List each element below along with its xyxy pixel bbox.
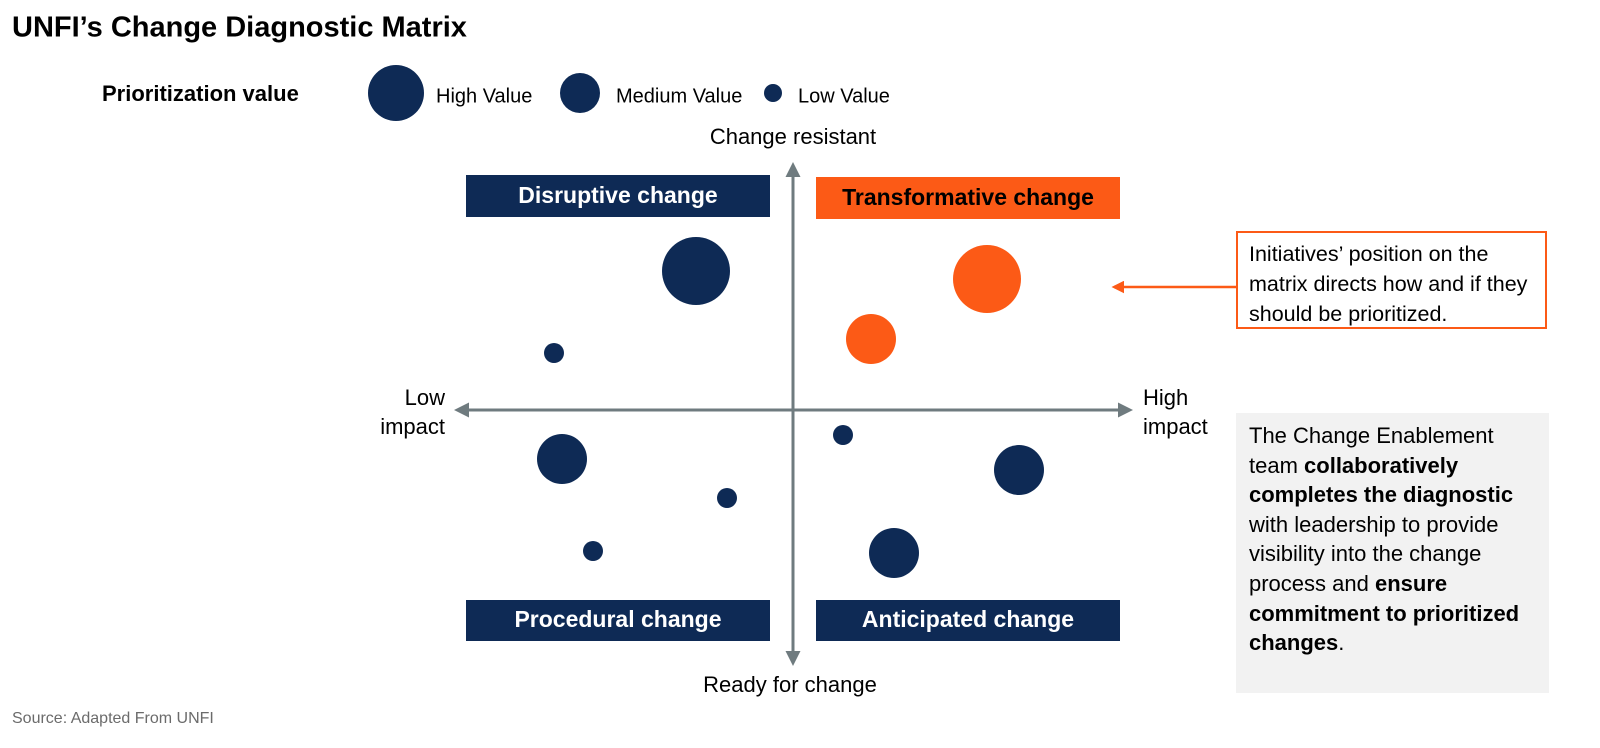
note: The Change Enablement team collaborative… <box>1236 413 1549 693</box>
quadrant-label: Disruptive change <box>518 182 717 208</box>
initiative <box>869 528 919 578</box>
quadrant-label: Procedural change <box>514 606 721 632</box>
quadrant-box <box>816 177 1120 219</box>
callout: Initiatives’ position on the matrix dire… <box>1236 231 1547 329</box>
axis-label-top: Change resistant <box>710 124 876 149</box>
initiatives <box>537 237 1044 578</box>
initiative <box>717 488 737 508</box>
quadrant-label: Transformative change <box>842 184 1094 210</box>
legend-label: Low Value <box>798 85 890 107</box>
axis-label-right: High impact <box>1143 385 1208 439</box>
note-text: with leadership to provide visibility in… <box>1249 511 1499 596</box>
axis-label-bottom: Ready for change <box>703 672 877 697</box>
quadrant-box <box>466 600 770 641</box>
note-text: ensure commitment to prioritized changes <box>1249 570 1520 656</box>
quadrant-box <box>466 175 770 217</box>
legend-high <box>368 65 424 121</box>
legend-title: Prioritization value <box>102 81 299 106</box>
initiative <box>953 245 1021 313</box>
axis-label-left: Low impact <box>380 385 445 439</box>
legend-medium <box>560 73 600 113</box>
legend-label: High Value <box>436 85 532 107</box>
initiative <box>537 434 587 484</box>
initiative <box>662 237 730 305</box>
note-text: collaboratively completes the diagnostic <box>1249 452 1514 508</box>
note-text: The Change Enablement team <box>1249 423 1494 478</box>
initiative <box>846 314 896 364</box>
legend-label: Medium Value <box>616 85 742 107</box>
initiative <box>544 343 564 363</box>
note-text: . <box>1338 630 1345 656</box>
quadrant-box <box>816 600 1120 641</box>
initiative <box>833 425 853 445</box>
legend-low <box>764 84 782 102</box>
title: UNFI’s Change Diagnostic Matrix <box>12 12 467 44</box>
quadrant-label: Anticipated change <box>862 606 1074 632</box>
initiative <box>994 445 1044 495</box>
source: Source: Adapted From UNFI <box>12 710 214 727</box>
initiative <box>583 541 603 561</box>
